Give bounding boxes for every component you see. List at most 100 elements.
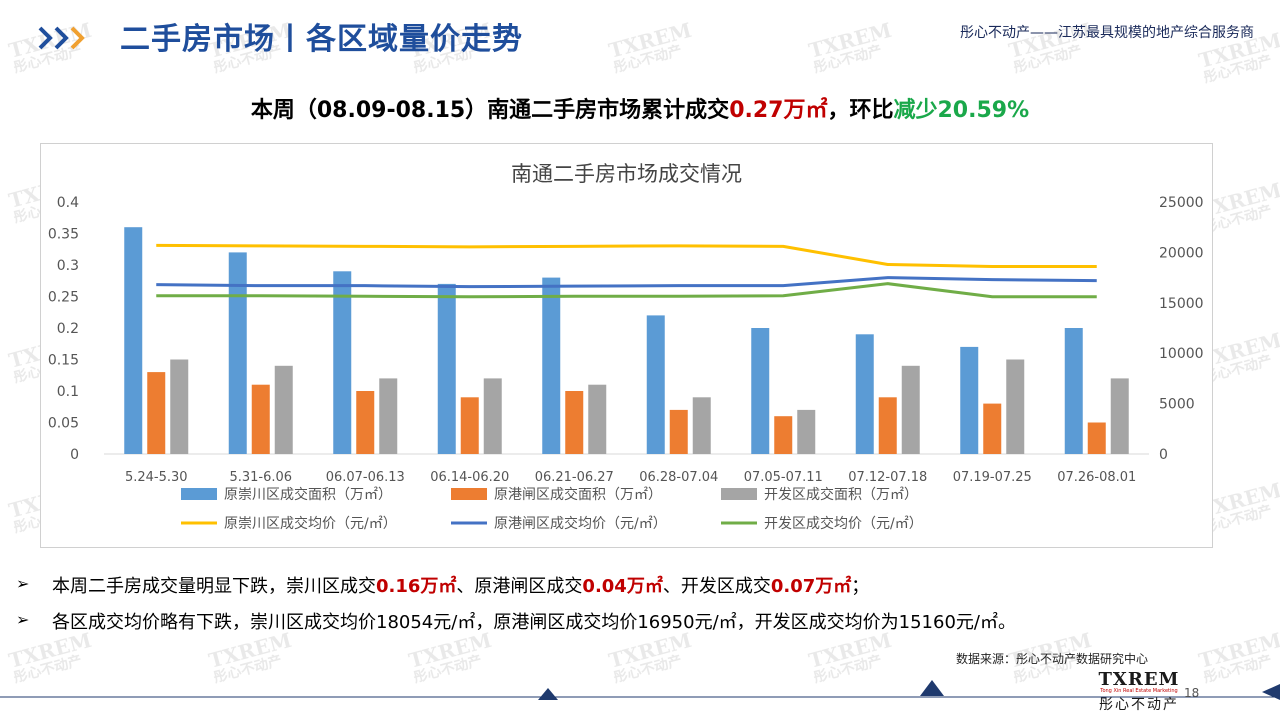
watermark-text: 彤心不动产 bbox=[1011, 42, 1084, 77]
brand-subtitle: Tong Xin Real Estate Marketing bbox=[1100, 688, 1178, 694]
triangle-marker-icon bbox=[1262, 684, 1280, 700]
line-gangzha-price bbox=[156, 276, 1097, 289]
line-kaifa-price bbox=[156, 282, 1097, 299]
bar-chongchuan bbox=[1064, 328, 1083, 454]
legend-label: 开发区成交均价（元/㎡） bbox=[764, 515, 923, 532]
y-left-tick-label: 0.05 bbox=[48, 416, 79, 432]
watermark-logo: TXREM bbox=[806, 17, 895, 63]
bar-chongchuan bbox=[228, 252, 247, 454]
bar-kaifa bbox=[483, 378, 502, 454]
bullet-item: ➢ 各区成交均价略有下跌，崇川区成交均价18054元/㎡，原港闸区成交均价169… bbox=[16, 608, 1266, 644]
page-number: 18 bbox=[1184, 686, 1200, 700]
footer-divider bbox=[0, 696, 1280, 698]
bullet-highlight: 0.16万㎡ bbox=[376, 576, 457, 597]
bullet-text: 本周二手房成交量明显下跌，崇川区成交0.16万㎡、原港闸区成交0.04万㎡、开发… bbox=[52, 572, 869, 598]
y-left-tick-label: 0.35 bbox=[48, 227, 79, 243]
weekly-summary-headline: 本周（08.09-08.15）南通二手房市场累计成交0.27万㎡，环比减少20.… bbox=[0, 92, 1280, 124]
y-left-tick-label: 0.3 bbox=[57, 258, 79, 274]
legend-swatch bbox=[721, 488, 757, 500]
bar-gangzha bbox=[983, 403, 1002, 454]
bullet-text-part: 、原港闸区成交 bbox=[456, 576, 583, 597]
bar-kaifa bbox=[692, 397, 711, 454]
legend-swatch bbox=[181, 488, 217, 500]
bullet-text-part: 本周二手房成交量明显下跌，崇川区成交 bbox=[52, 576, 376, 597]
bar-chongchuan bbox=[437, 283, 456, 454]
line-chongchuan-price bbox=[156, 243, 1097, 269]
bar-chongchuan bbox=[124, 227, 143, 454]
bar-gangzha bbox=[251, 384, 270, 454]
bar-gangzha bbox=[1087, 422, 1106, 454]
bar-chongchuan bbox=[542, 277, 561, 454]
y-right-tick-label: 25000 bbox=[1159, 195, 1204, 211]
x-tick-label: 06.21-06.27 bbox=[535, 470, 614, 485]
chevron-arrows-icon bbox=[38, 26, 85, 50]
bar-kaifa bbox=[1110, 378, 1129, 454]
bar-kaifa bbox=[170, 359, 189, 454]
x-tick-label: 07.19-07.25 bbox=[953, 470, 1032, 485]
chart-title: 南通二手房市场成交情况 bbox=[511, 162, 742, 186]
headline-prefix: 本周（08.09-08.15）南通二手房市场累计成交 bbox=[250, 98, 730, 123]
y-right-tick-label: 10000 bbox=[1159, 346, 1204, 362]
legend-label: 开发区成交面积（万㎡） bbox=[764, 486, 918, 503]
x-tick-label: 07.26-08.01 bbox=[1057, 470, 1136, 485]
legend-label: 原崇川区成交面积（万㎡） bbox=[224, 486, 392, 503]
y-left-tick-label: 0.4 bbox=[57, 195, 79, 211]
bar-kaifa bbox=[379, 378, 398, 454]
watermark-text: 彤心不动产 bbox=[611, 652, 684, 687]
arrow-bullet-icon: ➢ bbox=[16, 610, 30, 629]
bar-gangzha bbox=[147, 372, 166, 454]
watermark-text: 彤心不动产 bbox=[811, 42, 884, 77]
bullet-text: 各区成交均价略有下跌，崇川区成交均价18054元/㎡，原港闸区成交均价16950… bbox=[52, 612, 1016, 633]
bullet-text-part: ； bbox=[851, 576, 870, 597]
arrow-bullet-icon: ➢ bbox=[16, 574, 30, 593]
watermark-text: 彤心不动产 bbox=[1201, 502, 1274, 537]
triangle-marker-icon bbox=[920, 680, 944, 696]
watermark-logo: TXREM bbox=[606, 17, 695, 63]
bar-kaifa bbox=[901, 365, 920, 454]
watermark-text: 彤心不动产 bbox=[811, 652, 884, 687]
data-source: 数据来源：彤心不动产数据研究中心 bbox=[955, 652, 1148, 666]
y-right-tick-label: 0 bbox=[1159, 447, 1168, 463]
y-left-tick-label: 0.2 bbox=[57, 321, 79, 337]
bar-gangzha bbox=[669, 409, 688, 454]
bullet-highlight: 0.04万㎡ bbox=[582, 576, 663, 597]
legend-swatch bbox=[451, 488, 487, 500]
brand-chinese-name: 彤心不动产 bbox=[1099, 697, 1179, 713]
bullet-highlight: 0.07万㎡ bbox=[770, 576, 852, 597]
y-left-tick-label: 0 bbox=[70, 447, 79, 463]
watermark-text: 彤心不动产 bbox=[1201, 352, 1274, 387]
brand-name: TXREM bbox=[1098, 669, 1180, 690]
bar-kaifa bbox=[797, 409, 816, 454]
watermark-text: 彤心不动产 bbox=[211, 652, 284, 687]
chart-panel: 南通二手房市场成交情况 0 0.05 0.1 0.15 0.2 0.25 0.3 0.35 0.4… bbox=[40, 143, 1213, 548]
legend-label: 原崇川区成交均价（元/㎡） bbox=[224, 515, 397, 532]
bullet-list: ➢ 本周二手房成交量明显下跌，崇川区成交0.16万㎡、原港闸区成交0.04万㎡、… bbox=[16, 572, 1266, 644]
watermark-text: 彤心不动产 bbox=[1201, 202, 1274, 237]
y-right-tick-label: 15000 bbox=[1159, 296, 1204, 312]
watermark-text: 彤心不动产 bbox=[1201, 52, 1274, 87]
bar-kaifa bbox=[274, 365, 293, 454]
y-left-tick-label: 0.1 bbox=[57, 384, 79, 400]
bar-gangzha bbox=[565, 391, 584, 454]
y-left-tick-label: 0.25 bbox=[48, 290, 79, 306]
x-tick-label: 5.31-6.06 bbox=[229, 470, 292, 485]
bar-chongchuan bbox=[333, 271, 352, 454]
bar-chongchuan bbox=[751, 328, 770, 454]
legend-label: 原港闸区成交均价（元/㎡） bbox=[494, 515, 667, 532]
watermark-text: 彤心不动产 bbox=[1201, 652, 1274, 687]
bar-kaifa bbox=[1006, 359, 1025, 454]
watermark-text: 彤心不动产 bbox=[11, 652, 84, 687]
y-left-tick-label: 0.15 bbox=[48, 353, 79, 369]
bar-gangzha bbox=[774, 416, 793, 454]
bar-gangzha bbox=[356, 391, 375, 454]
brand-logo: TXREM Tong Xin Real Estate Marketing 彤心不… bbox=[1094, 669, 1184, 714]
headline-mid: ，环比 bbox=[827, 98, 894, 123]
legend-label: 原港闸区成交面积（万㎡） bbox=[494, 486, 662, 503]
bar-chongchuan bbox=[960, 346, 979, 454]
x-tick-label: 06.14-06.20 bbox=[430, 470, 509, 485]
watermark-text: 彤心不动产 bbox=[411, 652, 484, 687]
bar-chongchuan bbox=[646, 315, 665, 454]
transaction-chart: 南通二手房市场成交情况 0 0.05 0.1 0.15 0.2 0.25 0.3 0.35 0.4… bbox=[48, 162, 1204, 532]
